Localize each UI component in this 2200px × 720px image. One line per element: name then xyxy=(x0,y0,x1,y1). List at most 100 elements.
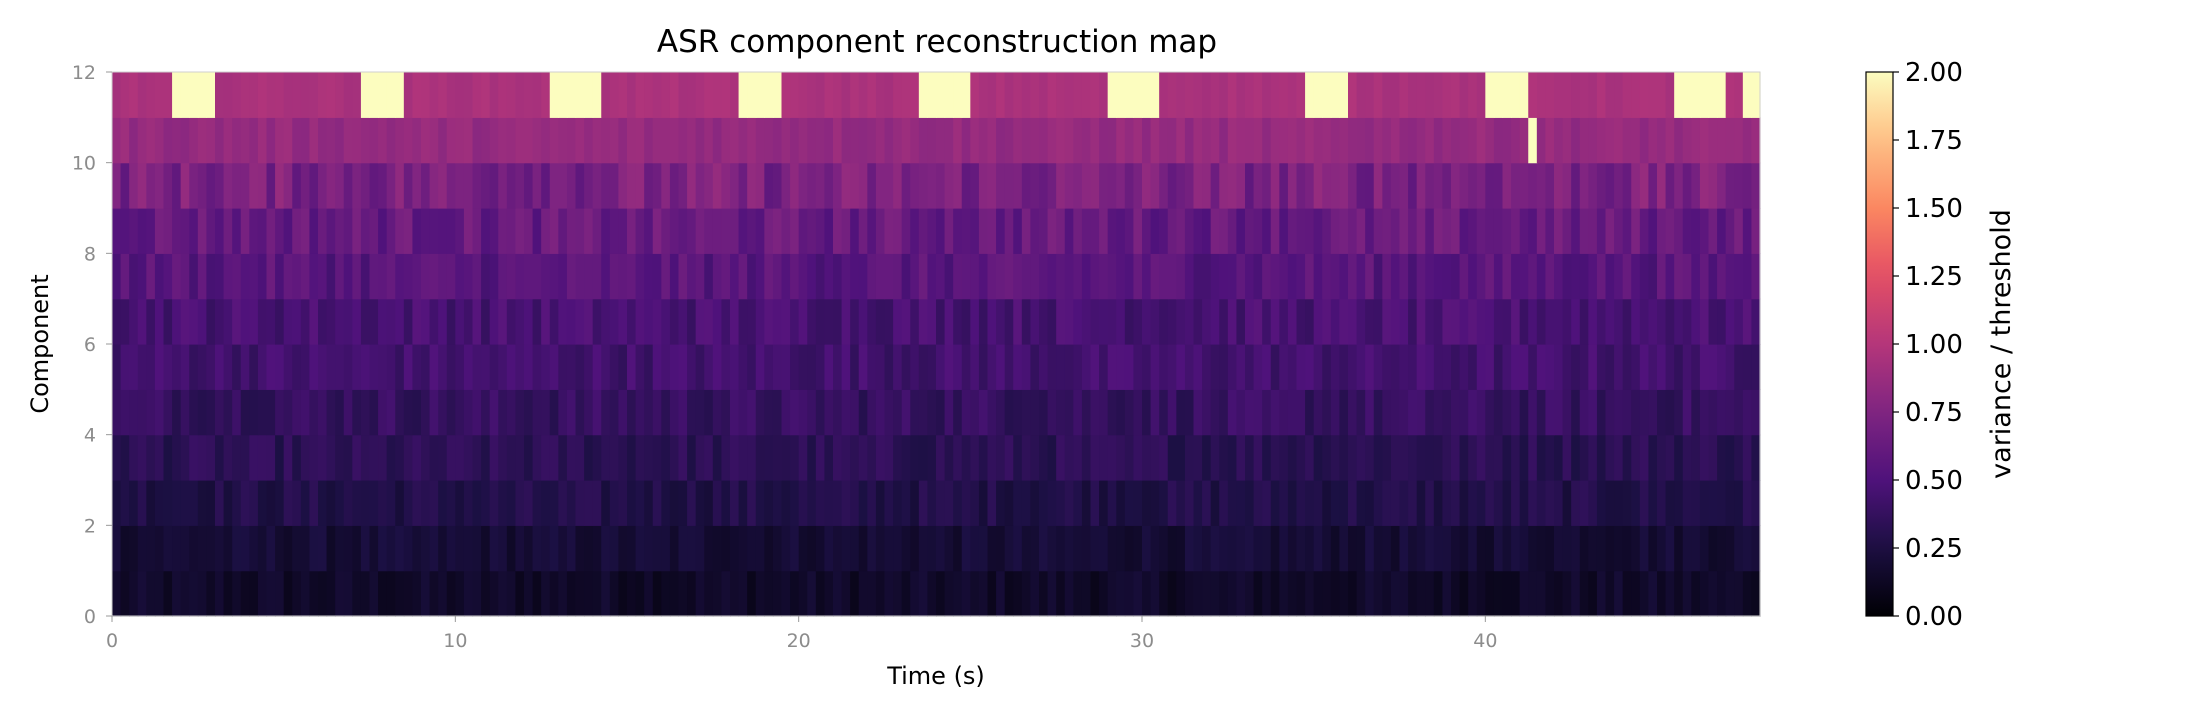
heatmap-cell xyxy=(1313,162,1323,209)
heatmap-cell xyxy=(1330,434,1341,481)
heatmap-cell xyxy=(1133,253,1143,300)
heatmap-cell xyxy=(1579,162,1589,209)
heatmap-cell xyxy=(1116,117,1126,164)
heatmap-cell xyxy=(524,570,534,617)
heatmap-cell xyxy=(1751,72,1761,118)
heatmap-cell xyxy=(1004,389,1014,436)
heatmap-cell xyxy=(1416,344,1426,390)
heatmap-cell xyxy=(1605,253,1615,300)
heatmap-cell xyxy=(1090,117,1100,164)
heatmap-cell xyxy=(764,344,774,390)
heatmap-cell xyxy=(790,253,800,300)
heatmap-cell xyxy=(266,162,276,209)
heatmap-cell xyxy=(1451,525,1461,572)
heatmap-cell xyxy=(180,298,190,345)
heatmap-cell xyxy=(137,570,147,617)
heatmap-cell xyxy=(833,117,843,164)
heatmap-cell xyxy=(1356,253,1366,300)
heatmap-cell xyxy=(1039,117,1049,164)
heatmap-cell xyxy=(275,525,285,572)
heatmap-cell xyxy=(1262,162,1272,209)
heatmap-cell xyxy=(1502,208,1512,254)
heatmap-cell xyxy=(1536,344,1547,390)
heatmap-cell xyxy=(884,117,894,164)
heatmap-cell xyxy=(1493,117,1504,164)
heatmap-cell xyxy=(1605,344,1615,390)
heatmap-cell xyxy=(275,480,285,526)
heatmap-cell xyxy=(1202,253,1212,300)
heatmap-cell xyxy=(850,162,860,209)
heatmap-cell xyxy=(1639,253,1650,300)
heatmap-cell xyxy=(609,298,620,345)
heatmap-cell xyxy=(360,525,371,572)
heatmap-cell xyxy=(292,253,302,300)
heatmap-cell xyxy=(1004,480,1014,526)
heatmap-cell xyxy=(1511,570,1521,617)
heatmap-cell xyxy=(1013,162,1023,209)
heatmap-cell xyxy=(1348,434,1358,481)
heatmap-cell xyxy=(1468,208,1478,254)
heatmap-cell xyxy=(137,389,147,436)
heatmap-cell xyxy=(1159,525,1169,572)
heatmap-cell xyxy=(1365,72,1375,118)
heatmap-cell xyxy=(1305,208,1315,254)
heatmap-cell xyxy=(1596,72,1607,118)
heatmap-cell xyxy=(961,298,971,345)
heatmap-cell xyxy=(1039,344,1049,390)
heatmap-cell xyxy=(1348,72,1358,118)
heatmap-cell xyxy=(1734,570,1744,617)
heatmap-cell xyxy=(695,253,705,300)
heatmap-cell xyxy=(652,344,662,390)
heatmap-cell xyxy=(489,298,499,345)
heatmap-cell xyxy=(1674,525,1684,572)
heatmap-cell xyxy=(807,117,817,164)
heatmap-cell xyxy=(781,525,791,572)
heatmap-cell xyxy=(781,208,791,254)
heatmap-cell xyxy=(772,344,783,390)
heatmap-cell xyxy=(772,208,783,254)
heatmap-cell xyxy=(1322,525,1332,572)
heatmap-cell xyxy=(1056,72,1066,118)
heatmap-cell xyxy=(1004,570,1014,617)
heatmap-cell xyxy=(1365,525,1375,572)
heatmap-cell xyxy=(309,208,319,254)
heatmap-cell xyxy=(1356,525,1366,572)
heatmap-cell xyxy=(1202,72,1212,118)
heatmap-cell xyxy=(1751,344,1761,390)
heatmap-cell xyxy=(189,344,199,390)
heatmap-cell xyxy=(1554,253,1564,300)
heatmap-cell xyxy=(970,208,980,254)
heatmap-cell xyxy=(1382,253,1392,300)
heatmap-cell xyxy=(1039,298,1049,345)
heatmap-cell xyxy=(1305,389,1315,436)
heatmap-cell xyxy=(1339,117,1349,164)
heatmap-cell xyxy=(532,344,542,390)
heatmap-cell xyxy=(1262,480,1272,526)
heatmap-cell xyxy=(1322,72,1332,118)
heatmap-cell xyxy=(1021,162,1032,209)
heatmap-cell xyxy=(1631,117,1641,164)
heatmap-cell xyxy=(1081,72,1092,118)
heatmap-cell xyxy=(1382,117,1392,164)
heatmap-cell xyxy=(1476,525,1486,572)
heatmap-cell xyxy=(1253,434,1263,481)
heatmap-cell xyxy=(146,389,156,436)
heatmap-cell xyxy=(352,570,362,617)
heatmap-cell xyxy=(1717,298,1727,345)
heatmap-cell xyxy=(1210,253,1220,300)
heatmap-cell xyxy=(275,344,285,390)
heatmap-cell xyxy=(867,480,877,526)
heatmap-cell xyxy=(1588,525,1598,572)
heatmap-cell xyxy=(215,389,225,436)
heatmap-cell xyxy=(335,253,345,300)
heatmap-cell xyxy=(215,298,225,345)
heatmap-cell xyxy=(961,162,971,209)
heatmap-cell xyxy=(498,162,508,209)
heatmap-cell xyxy=(1734,162,1744,209)
heatmap-cell xyxy=(1064,525,1074,572)
heatmap-cell xyxy=(232,480,242,526)
heatmap-cell xyxy=(1133,525,1143,572)
heatmap-cell xyxy=(1399,117,1409,164)
heatmap-cell xyxy=(472,570,482,617)
